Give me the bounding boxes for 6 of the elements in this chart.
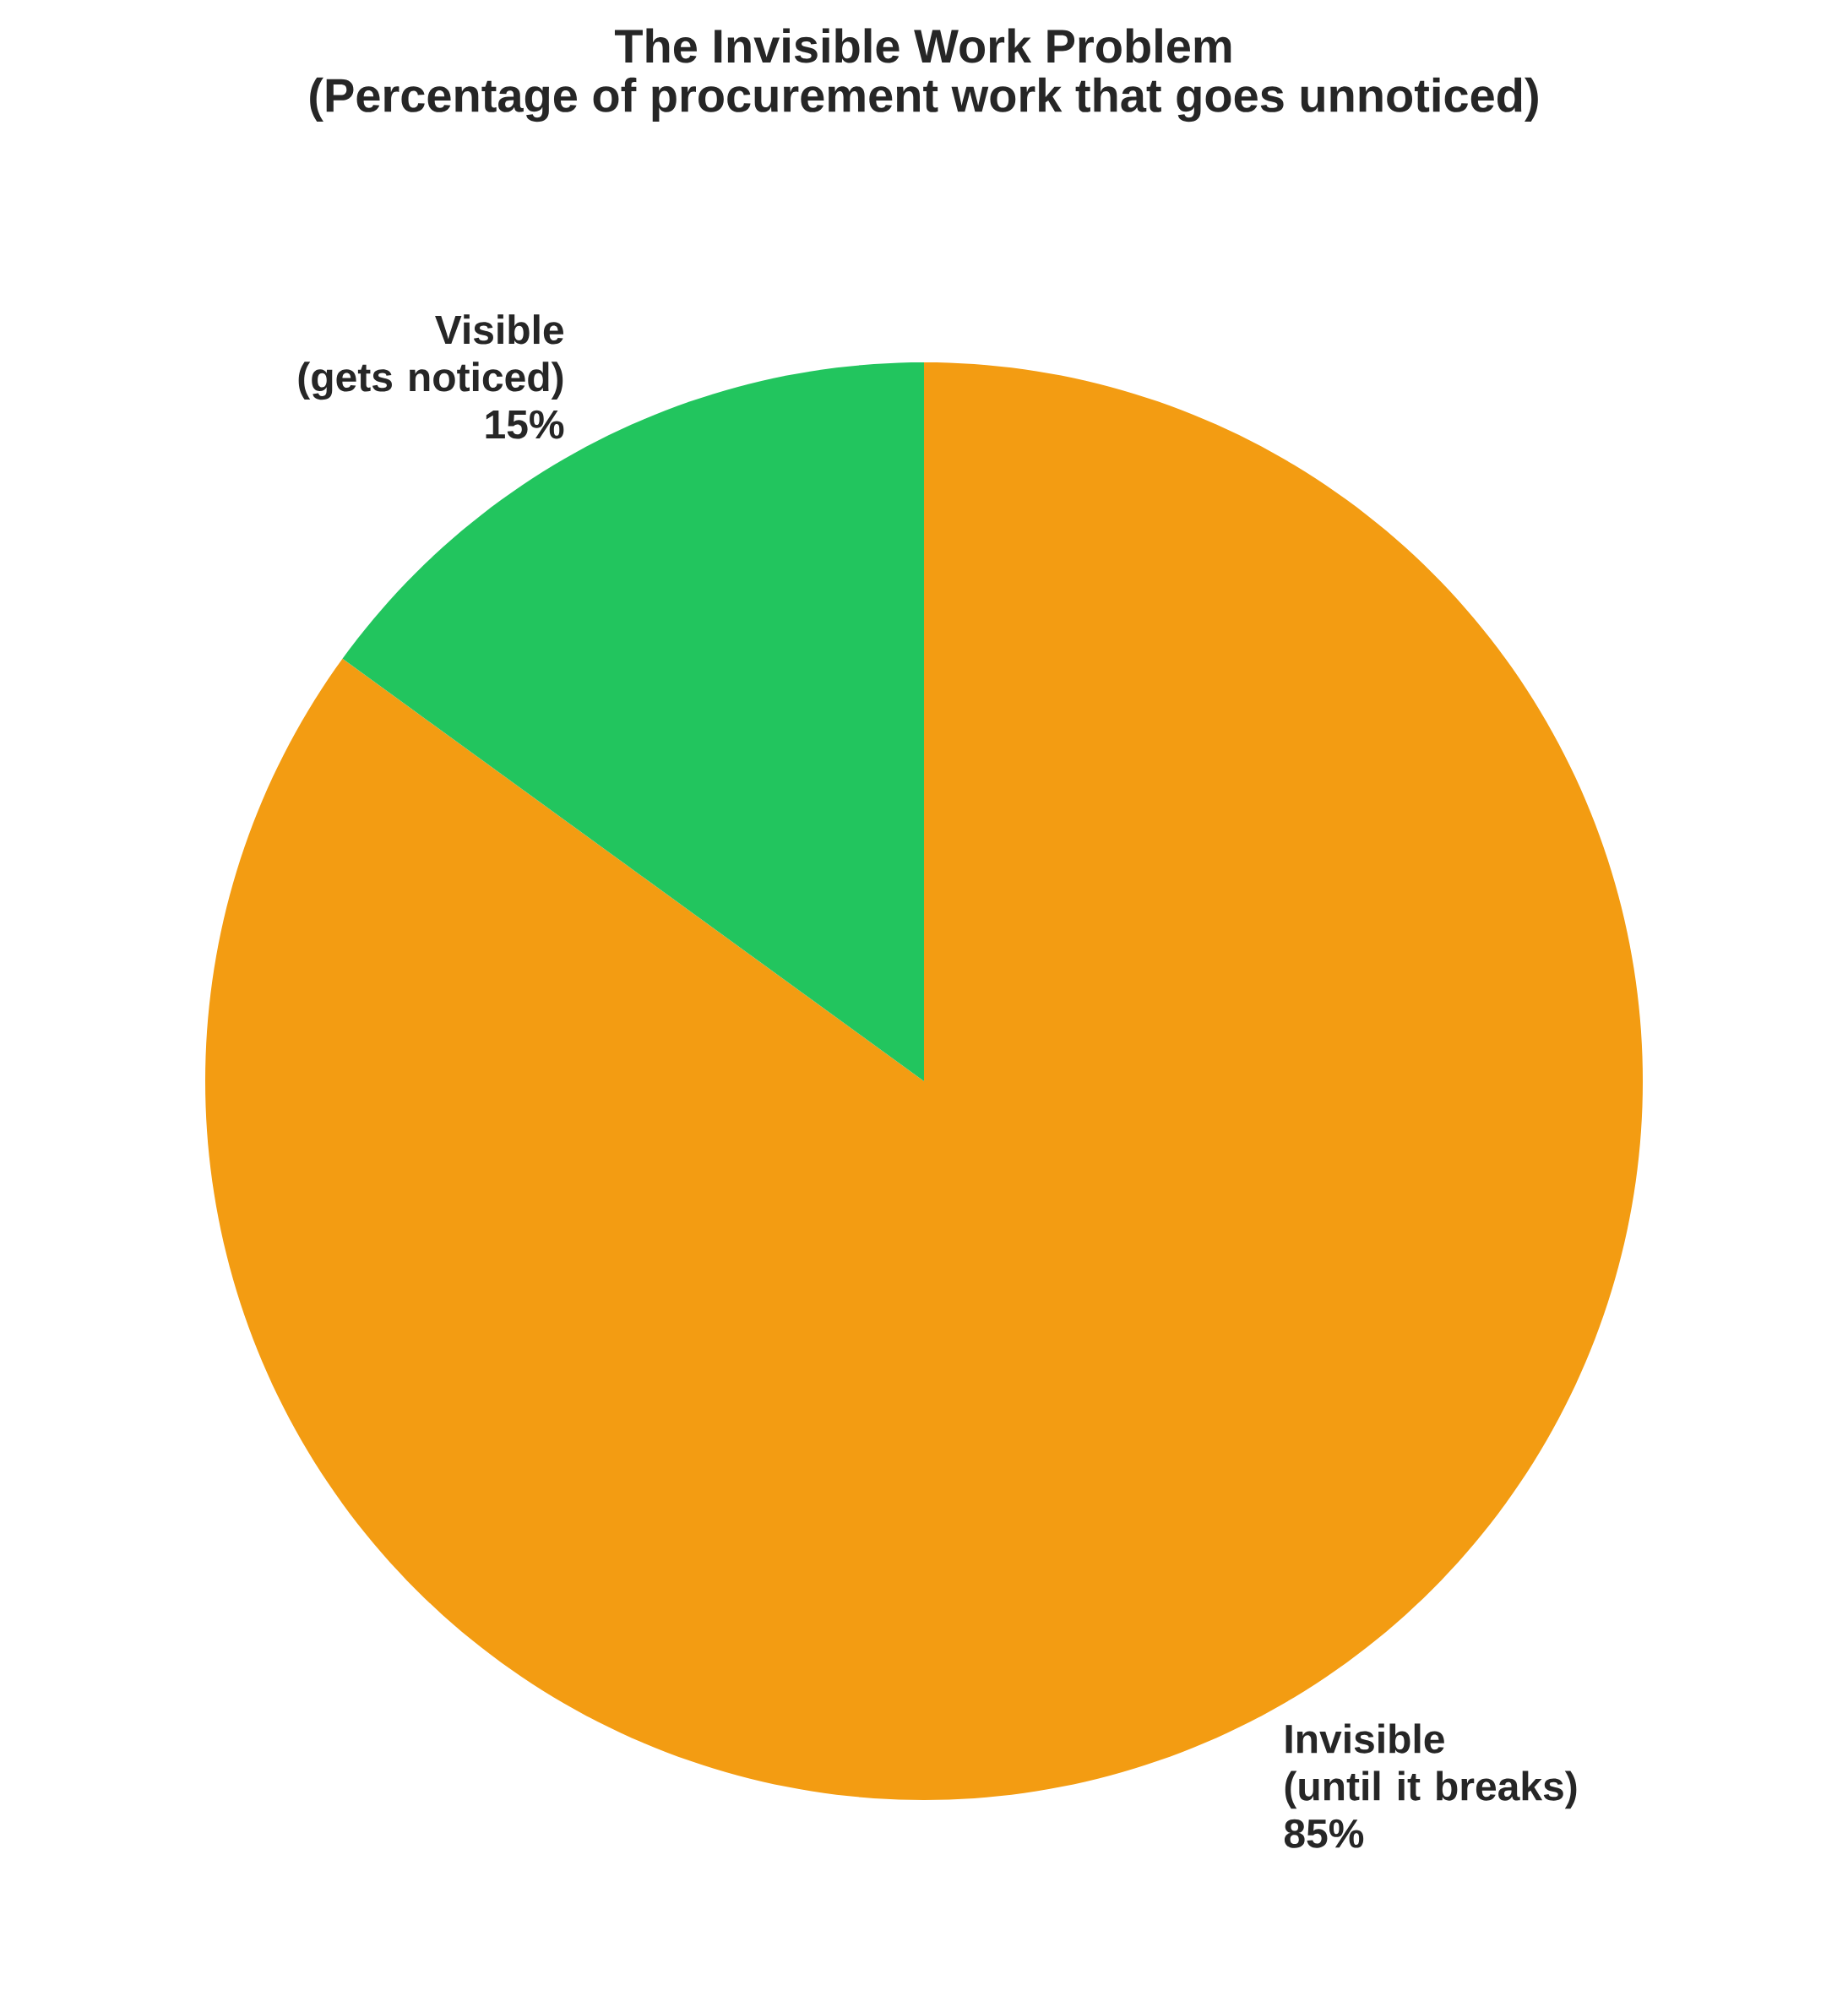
chart-subtitle: (Percentage of procurement work that goes unnoticed) xyxy=(310,77,1538,122)
data-label: 15% xyxy=(486,410,564,439)
chart-title: The Invisible Work Problem xyxy=(614,28,1231,63)
slice-label: Invisible (until it breaks) xyxy=(1285,1723,1577,1809)
data-label: 85% xyxy=(1284,1819,1364,1848)
slice-label: Visible (gets noticed) xyxy=(298,314,564,400)
